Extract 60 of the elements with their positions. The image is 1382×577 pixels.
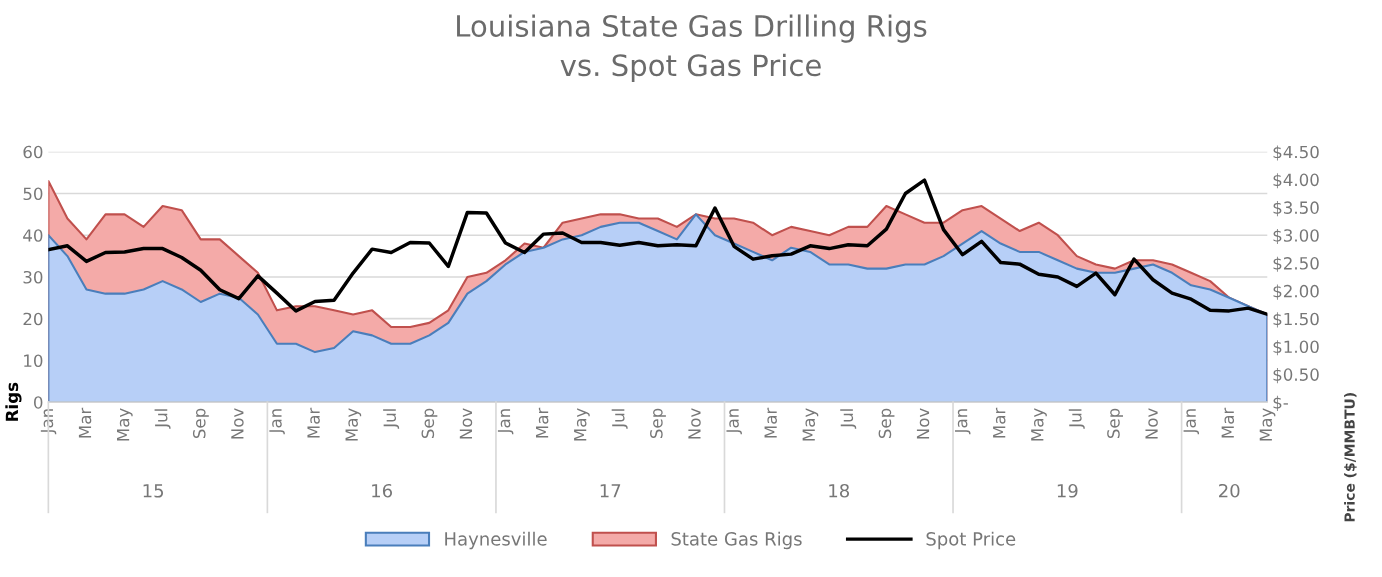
legend-label: Haynesville [445,531,547,550]
y-tick-label: 10 [24,354,43,367]
y2-tick-label: $0.50 [1273,368,1319,384]
text: 15 [143,484,164,498]
x-tick-label: Sep [1107,408,1123,439]
y2-tick-label: $1.50 [1273,312,1319,328]
text: 17 [600,484,621,498]
x-tick-label: Nov [916,408,930,439]
y2-tick-label: $2.00 [1273,284,1319,300]
x-tick-label: Mar [307,407,320,438]
x-tick-label: Jul [383,409,400,429]
x-tick-label: Nov [688,408,701,439]
x-tick-label: Mar [764,407,777,438]
line-series [48,178,1268,316]
x-tick-label: Jul [1068,409,1085,429]
y2-tick-label: $4.50 [1273,145,1319,161]
x-tick-label: Jan [955,409,971,435]
x-tick-label: May [117,408,133,441]
legend-label: State Gas Rigs [671,531,802,550]
x-tick-label: May [1031,408,1047,441]
x-tick-label: Jul [840,409,857,429]
x-tick-label: May [574,408,590,441]
y-tick-label: 20 [23,312,43,326]
y-tick-label: 50 [23,187,43,201]
x-tick-label: Sep [878,408,895,439]
x-tick-label: Jan [269,409,285,435]
x-tick-label: Mar [993,407,1006,438]
y2-tick-label: $1.00 [1273,340,1319,356]
y2-tick-label: $3.50 [1273,201,1319,217]
x-tick-label: Mar [536,407,549,438]
text: 18 [829,483,850,498]
y2-tick-label: $3.00 [1273,228,1319,245]
x-tick-label: Sep [650,408,666,439]
x-tick-label: Sep [192,408,209,439]
y-tick-label: 60 [23,145,43,159]
y2-axis-title: Price ($/MMBTU) [1344,393,1357,522]
y-tick-label: 0 [34,396,43,409]
x-tick-label: Nov [1145,408,1158,439]
x-tick-label: Nov [459,408,473,439]
text: 20 [1219,483,1240,498]
y-axis-title: Rigs [5,382,22,421]
legend-label: Spot Price [926,531,1016,550]
x-tick-label: Jan [497,409,514,435]
y2-tick-label: $2.50 [1273,256,1319,272]
x-tick-label: Jan [1183,409,1200,435]
y-tick-label: 30 [23,270,43,284]
x-tick-label: Nov [231,408,244,439]
text: 16 [372,483,393,498]
x-tick-label: Mar [1221,407,1235,438]
y-tick-label: 40 [23,229,43,242]
chart-title: Louisiana State Gas Drilling Rigs vs. Spot Gas Price [457,14,927,82]
x-tick-label: May [345,408,362,441]
x-tick-label: Jul [611,409,628,429]
x-tick-label: Jan [726,409,742,435]
x-tick-label: Jul [154,409,171,429]
x-tick-label: Sep [421,408,438,439]
x-tick-label: May [802,408,819,441]
x-tick-label: Mar [78,407,92,438]
text: 19 [1057,483,1078,498]
y2-tick-label: $4.00 [1273,173,1319,189]
